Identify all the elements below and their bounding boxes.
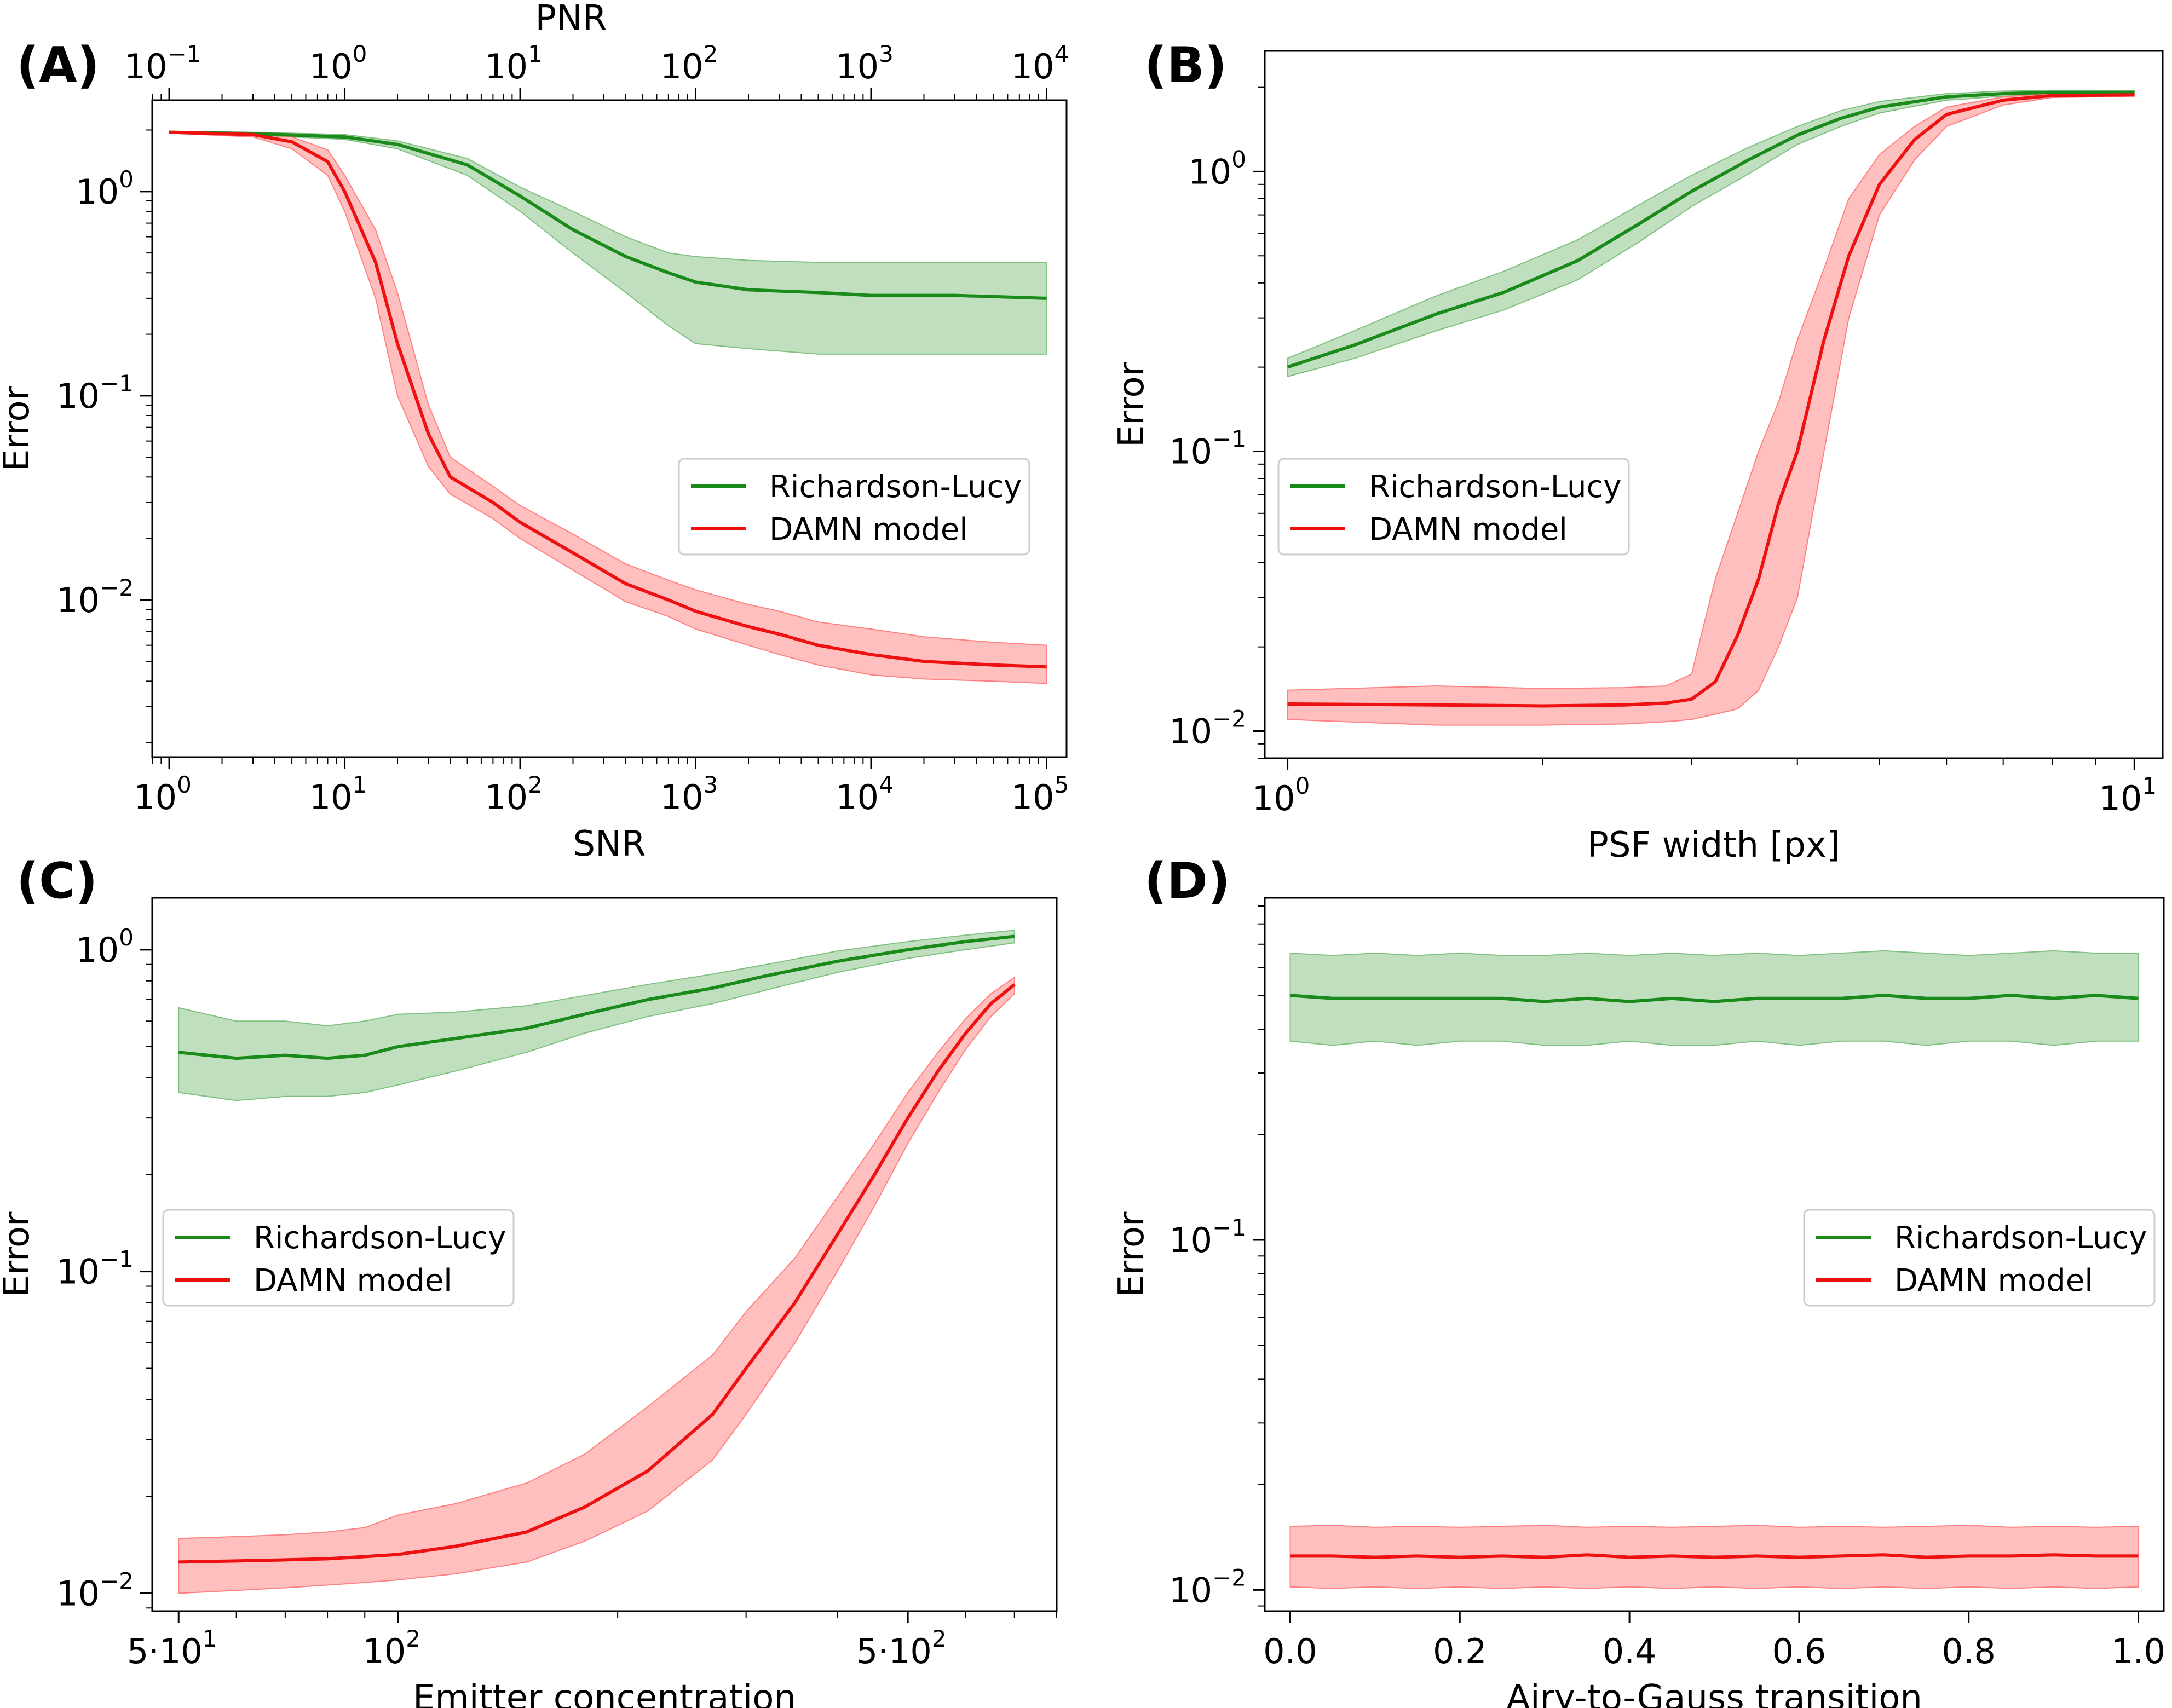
x-tick-label: 0.4 [1603,1631,1657,1671]
y-axis-label: Error [1111,361,1152,447]
y-tick-label: 10−2 [56,574,134,620]
legend-label: DAMN model [1369,512,1568,547]
legend: Richardson-Lucy DAMN model [162,1209,515,1307]
plot-area [1289,950,2139,1589]
legend: Richardson-Lucy DAMN model [1277,458,1630,556]
series-line-damn_model [169,130,1047,669]
plot-area [178,930,1016,1594]
x-tick-label: 0.6 [1772,1631,1827,1671]
axes-frame [151,897,1058,1612]
panel-0: 10−2 10−1 100 100 101 102 103 104 105 10−1 100 101 1… [0,0,1069,864]
band-richardson_lucy [178,930,1015,1101]
y-tick-label: 10−1 [56,1246,134,1292]
band-richardson_lucy [169,130,1047,355]
series-line-richardson_lucy [169,130,1047,300]
y-axis-label: Error [1111,1211,1152,1297]
y-tick-label: 100 [76,924,134,970]
y-axis-label: Error [0,1211,37,1297]
panel-1: 10−2 10−1 100 100 101 PSF width [px] Error (B) R… [1111,37,2164,865]
panel-label: (D) [1144,852,1230,910]
x-axis-label: Airy-to-Gauss transition [1506,1678,1922,1708]
legend-label: DAMN model [254,1263,452,1299]
series-line-richardson_lucy [1290,994,2139,1003]
x-tick-label: 0.2 [1433,1631,1487,1671]
legend-box [162,1209,515,1307]
band-damn_model [178,976,1015,1594]
series-line-damn_model [178,983,1016,1564]
y-tick-label: 10−1 [56,370,134,416]
x-tick-label: 101 [309,771,367,817]
x-axis-label: Emitter concentration [413,1678,796,1708]
x-tick-label: 100 [1252,772,1310,818]
axes-frame [1264,897,2165,1612]
y-tick-label: 100 [76,166,134,212]
legend-box [1277,458,1630,556]
y-tick-label: 10−2 [56,1567,134,1613]
plot-area [1287,90,2135,726]
x-tick-label: 101 [2099,772,2157,818]
legend-label: DAMN model [769,512,968,547]
x-tick-label: 1.0 [2111,1631,2165,1671]
panel-label: (C) [16,852,97,910]
top-x-tick-label: 103 [836,41,894,86]
x-tick-label: 105 [1011,771,1069,817]
top-x-tick-label: 104 [1011,41,1069,86]
legend-label: Richardson-Lucy [769,469,1022,505]
y-tick-label: 10−2 [1169,705,1246,751]
top-x-tick-label: 10−1 [124,41,201,86]
x-tick-label: 104 [836,771,894,817]
x-axis-label: PSF width [px] [1587,825,1840,865]
legend-label: Richardson-Lucy [1894,1220,2147,1256]
x-tick-label: 102 [485,771,543,817]
x-tick-label: 103 [660,771,718,817]
panel-label: (B) [1144,37,1227,94]
x-tick-label: 5·102 [856,1625,947,1671]
y-tick-label: 10−1 [1169,425,1246,471]
legend-label: Richardson-Lucy [1369,469,1621,505]
top-x-tick-label: 100 [309,41,367,86]
top-x-axis-label: PNR [535,0,607,39]
axes-frame [1264,50,2164,759]
legend-label: DAMN model [1894,1263,2093,1299]
band-damn_model [169,130,1047,684]
panel-label: (A) [16,37,100,94]
x-tick-label: 0.8 [1941,1631,1996,1671]
y-tick-label: 100 [1188,146,1246,192]
x-tick-label: 102 [362,1625,420,1671]
band-richardson_lucy [1289,950,2139,1046]
y-tick-label: 10−2 [1169,1564,1246,1610]
y-tick-label: 10−1 [1169,1214,1246,1260]
panel-2: 10−2 10−1 100 5·101 102 5·102 Emitter concentr… [0,852,1058,1708]
legend: Richardson-Lucy DAMN model [1803,1209,2156,1307]
x-axis-label: SNR [573,824,646,864]
series-line-damn_model [1287,93,2135,708]
series-line-richardson_lucy [1287,90,2135,369]
series-line-richardson_lucy [178,934,1015,1060]
top-x-tick-label: 102 [660,41,718,86]
band-richardson_lucy [1287,90,2135,378]
x-tick-label: 5·101 [127,1625,217,1671]
legend-box [1803,1209,2156,1307]
legend: Richardson-Lucy DAMN model [678,458,1030,556]
plot-area [169,130,1047,684]
legend-box [678,458,1030,556]
top-x-tick-label: 101 [485,41,543,86]
legend-label: Richardson-Lucy [254,1220,506,1256]
panel-3: 10−2 10−1 0.0 0.2 0.4 0.6 0.8 1.0 Airy-to-Gauss … [1111,852,2165,1708]
x-tick-label: 100 [134,771,192,817]
series-line-damn_model [1290,1553,2139,1559]
x-tick-label: 0.0 [1263,1631,1317,1671]
axes-frame [151,99,1068,758]
y-axis-label: Error [0,385,37,471]
